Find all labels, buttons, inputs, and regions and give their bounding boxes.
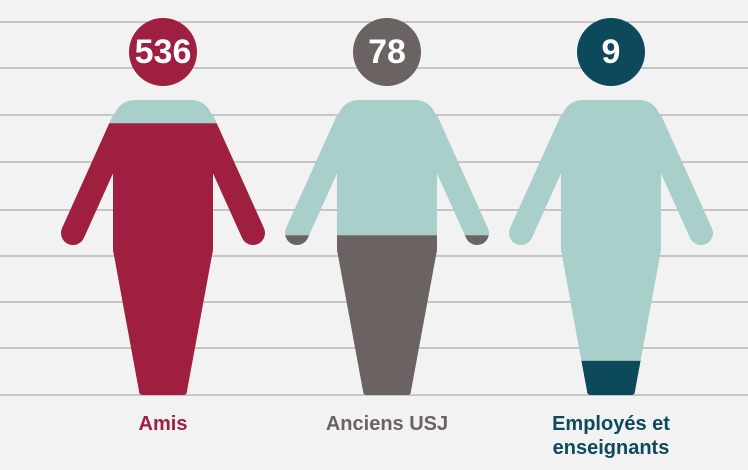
head bbox=[129, 18, 197, 86]
category-label: Amis bbox=[138, 413, 188, 435]
head bbox=[353, 18, 421, 86]
figure bbox=[53, 95, 273, 400]
category-label: Employés et enseignants bbox=[552, 413, 670, 459]
figure-fill bbox=[53, 123, 273, 400]
figure bbox=[501, 95, 721, 400]
figure-empty bbox=[501, 95, 721, 400]
value-label: 9 bbox=[602, 33, 621, 71]
figure bbox=[277, 95, 497, 400]
category-label: Anciens USJ bbox=[325, 413, 449, 435]
figure-fill bbox=[277, 235, 497, 400]
figure-fill bbox=[501, 360, 721, 400]
head bbox=[577, 18, 645, 86]
value-label: 78 bbox=[368, 33, 406, 71]
value-label: 536 bbox=[135, 33, 192, 71]
